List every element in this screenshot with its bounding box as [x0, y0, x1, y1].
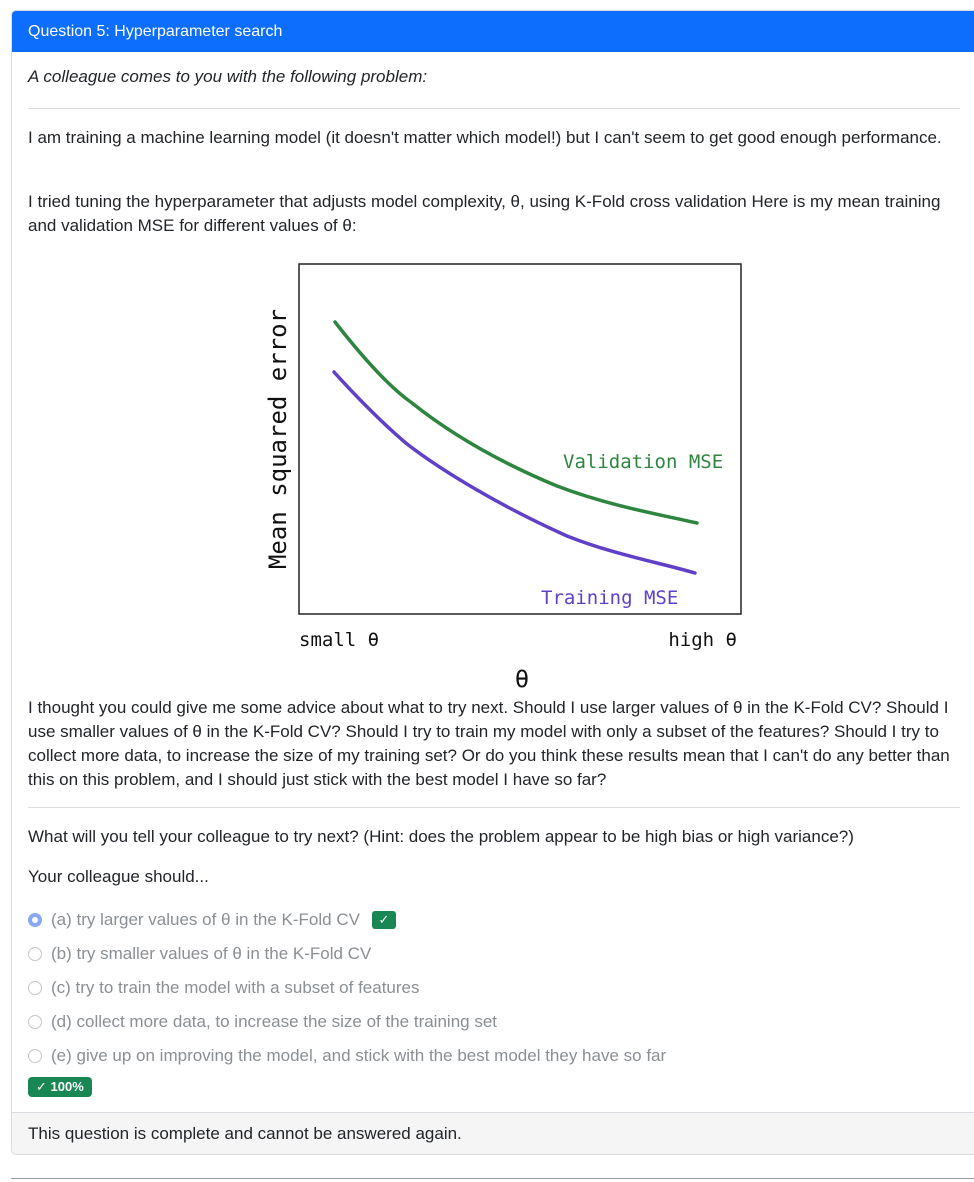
- x-tick-small: small θ: [299, 629, 379, 651]
- divider: [28, 807, 960, 808]
- question-card: Question 5: Hyperparameter search A coll…: [11, 10, 974, 1155]
- problem-paragraph-2: I tried tuning the hyperparameter that a…: [28, 192, 941, 235]
- plot-frame: [298, 263, 742, 615]
- page-divider: [11, 1178, 974, 1179]
- training-curve: [332, 370, 697, 575]
- answer-prompt: Your colleague should...: [28, 867, 209, 886]
- x-tick-high: high θ: [668, 629, 737, 651]
- option-e[interactable]: (e) give up on improving the model, and …: [28, 1045, 666, 1067]
- validation-curve: [333, 320, 699, 525]
- mse-chart-svg: Validation MSE Training MSE small θ high…: [264, 263, 742, 693]
- option-c-label: (c) try to train the model with a subset…: [51, 978, 420, 997]
- question-header: Question 5: Hyperparameter search: [12, 11, 974, 52]
- radio-d[interactable]: [28, 1015, 42, 1029]
- radio-a-selected[interactable]: [28, 913, 42, 927]
- y-axis-label: Mean squared error: [264, 309, 292, 569]
- option-b[interactable]: (b) try smaller values of θ in the K-Fol…: [28, 943, 371, 965]
- radio-e[interactable]: [28, 1049, 42, 1063]
- correct-check-icon: ✓: [371, 911, 396, 929]
- problem-paragraph-3: I thought you could give me some advice …: [28, 698, 950, 789]
- option-e-label: (e) give up on improving the model, and …: [51, 1046, 667, 1065]
- training-label: Training MSE: [541, 587, 678, 609]
- mse-chart: Validation MSE Training MSE small θ high…: [252, 251, 772, 701]
- radio-b[interactable]: [28, 947, 42, 961]
- problem-paragraph-1: I am training a machine learning model (…: [28, 128, 942, 147]
- intro-text: A colleague comes to you with the follow…: [28, 67, 428, 86]
- divider: [28, 108, 960, 109]
- score-badge: ✓ 100%: [28, 1077, 92, 1097]
- card-footer: This question is complete and cannot be …: [12, 1112, 974, 1154]
- option-a[interactable]: (a) try larger values of θ in the K-Fold…: [28, 909, 396, 931]
- validation-label: Validation MSE: [563, 451, 723, 473]
- option-d[interactable]: (d) collect more data, to increase the s…: [28, 1011, 497, 1033]
- option-b-label: (b) try smaller values of θ in the K-Fol…: [51, 944, 372, 963]
- question-text: What will you tell your colleague to try…: [28, 827, 854, 846]
- option-d-label: (d) collect more data, to increase the s…: [51, 1012, 498, 1031]
- option-c[interactable]: (c) try to train the model with a subset…: [28, 977, 420, 999]
- x-axis-label: θ: [515, 665, 529, 693]
- option-a-label: (a) try larger values of θ in the K-Fold…: [51, 910, 360, 929]
- radio-c[interactable]: [28, 981, 42, 995]
